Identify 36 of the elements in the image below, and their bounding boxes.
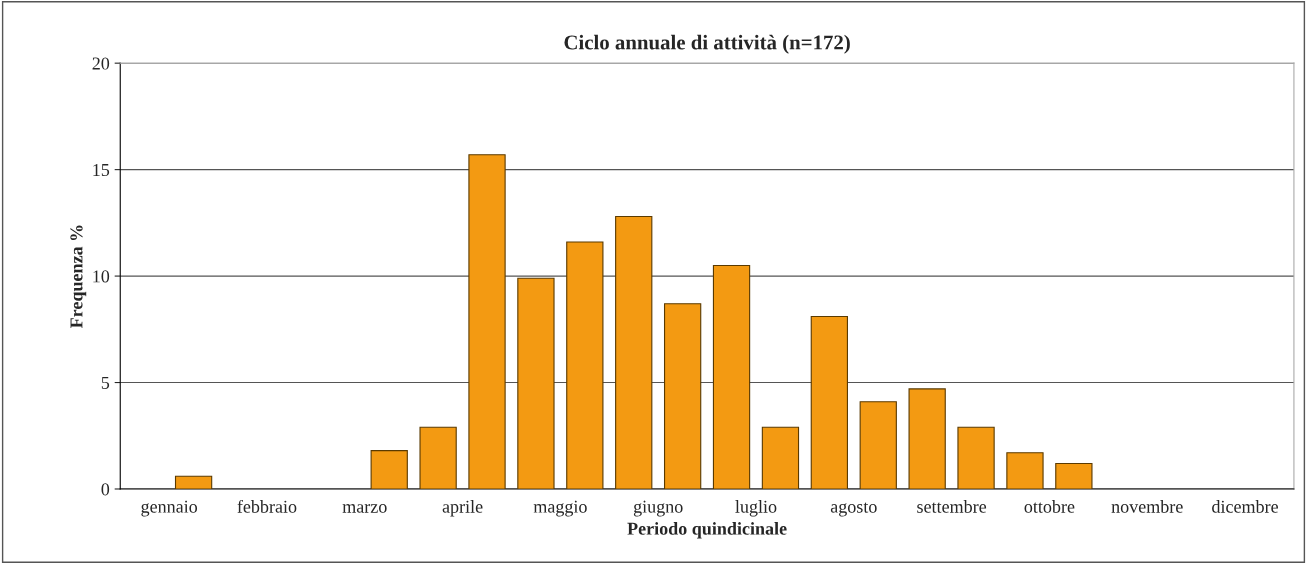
bar [419, 426, 457, 489]
bar [615, 215, 653, 489]
x-tick-label: maggio [533, 500, 587, 517]
bar [517, 277, 555, 489]
y-tick-label: 15 [93, 163, 110, 177]
x-tick-label: marzo [342, 504, 387, 513]
bar [908, 388, 946, 489]
x-tick-label: gennaio [141, 500, 198, 517]
x-tick-label: ottobre [1024, 500, 1075, 513]
bar [174, 475, 213, 489]
x-tick-label: novembre [1111, 500, 1183, 513]
y-tick-label: 20 [92, 57, 110, 70]
y-tick-label: 10 [93, 270, 110, 283]
bar [566, 241, 604, 489]
chart-title: Ciclo annuale di attività (n=172) [564, 34, 850, 54]
y-axis-title: Frequenza % [70, 225, 87, 329]
bar [957, 426, 995, 489]
x-tick-label: aprile [442, 500, 483, 517]
bar [810, 315, 848, 489]
x-tick-label: giugno [633, 500, 683, 517]
y-tick-label: 5 [101, 376, 110, 389]
x-tick-label: febbraio [237, 499, 297, 513]
x-tick-label: settembre [917, 500, 987, 513]
x-axis-title: Periodo quindicinale [627, 522, 787, 539]
bar [663, 303, 702, 489]
x-tick-label: agosto [830, 502, 877, 517]
bar [761, 426, 800, 489]
bar [370, 450, 408, 489]
bar [1055, 462, 1093, 489]
bar [712, 264, 751, 489]
x-tick-label: luglio [735, 500, 777, 517]
bar [1006, 452, 1044, 489]
y-tick-label: 0 [101, 483, 110, 496]
bar [468, 154, 506, 489]
x-tick-label: dicembre [1212, 500, 1278, 513]
bar [859, 401, 897, 489]
